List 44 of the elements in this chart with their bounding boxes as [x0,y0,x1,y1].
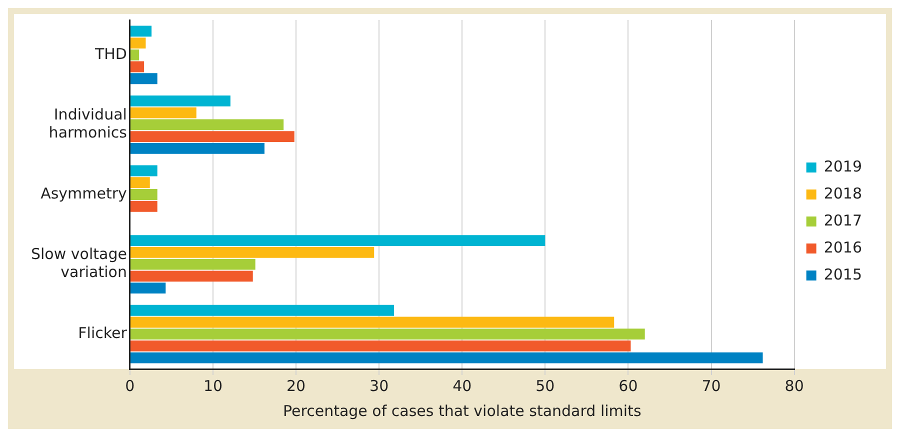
bar [130,316,614,328]
bar [130,26,152,37]
bar [130,177,150,188]
y-tick-label: THD [94,44,127,63]
x-tick-label: 60 [618,376,638,395]
x-tick-label: 50 [536,376,555,395]
bar [130,270,253,282]
bar [130,61,144,72]
legend-label: 2018 [824,184,862,202]
bar [130,200,158,212]
x-tick-label: 30 [370,376,389,395]
bar [130,96,230,106]
x-tick-label: 10 [203,376,223,395]
legend-label: 2017 [824,211,862,230]
bar [130,38,146,48]
bar [130,328,645,340]
y-tick-label: Flicker [78,324,128,342]
bar [130,119,284,130]
x-tick-label: 70 [702,376,721,395]
bar [130,304,394,316]
x-axis-title: Percentage of cases that violate standard limits [283,402,642,420]
bar [130,165,158,176]
bar [130,235,546,246]
bar [130,340,631,352]
bar [130,107,196,118]
y-tick-label: Slow voltage variation [30,245,127,282]
x-tick-label: 0 [125,376,135,395]
bar [130,131,294,142]
legend-label: 2015 [824,265,862,284]
bar [130,73,158,84]
bar [130,246,374,258]
bar [130,49,140,60]
x-tick-label: 40 [452,376,472,395]
bar [130,282,166,294]
legend-label: 2016 [824,238,862,256]
y-tick-label: Individual harmonics [48,106,128,142]
x-tick-label: 20 [286,376,306,395]
legend-label: 2019 [824,157,862,176]
bar [130,352,763,364]
bar [130,189,158,200]
y-tick-label: Asymmetry [40,184,128,202]
bar [130,142,264,154]
x-tick-label: 80 [784,376,804,395]
bar [130,258,256,270]
